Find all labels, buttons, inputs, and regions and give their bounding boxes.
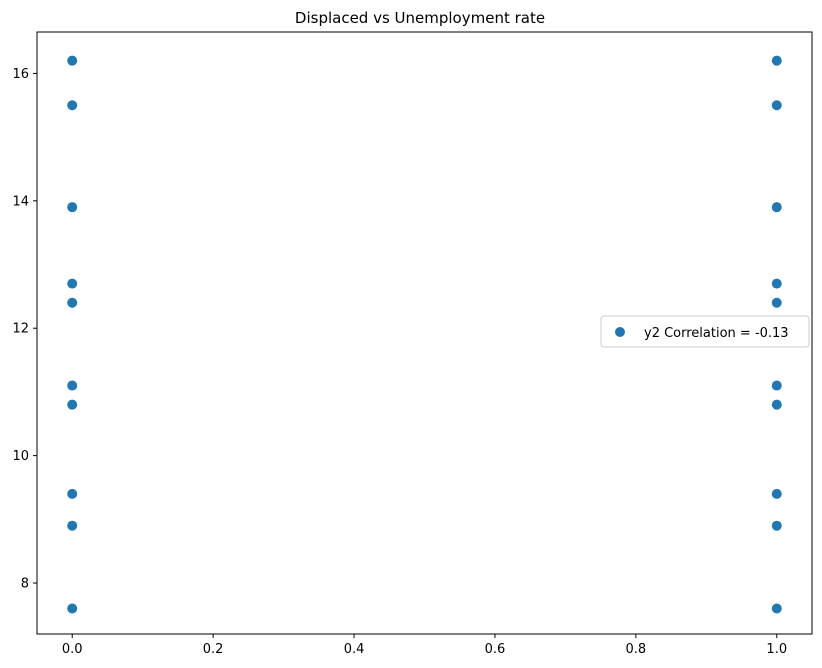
y-tick-label: 16 [12, 67, 29, 82]
data-point [67, 100, 78, 111]
x-axis: 0.0 0.2 0.4 0.6 0.8 1.0 [62, 634, 787, 657]
data-point [771, 488, 782, 499]
x-tick-label: 0.6 [485, 642, 506, 657]
data-point [771, 399, 782, 410]
legend-box [600, 315, 810, 348]
data-point [67, 520, 78, 531]
data-point [771, 520, 782, 531]
data-point [67, 202, 78, 213]
y-tick-label: 8 [21, 577, 29, 592]
data-point [771, 297, 782, 308]
data-point [67, 297, 78, 308]
data-point [67, 380, 78, 391]
data-point [67, 399, 78, 410]
data-points [67, 55, 782, 614]
legend-marker [615, 327, 625, 337]
data-point [771, 55, 782, 66]
y-axis: 8 10 12 14 16 [12, 67, 37, 592]
legend-label: y2 Correlation = -0.13 [644, 326, 789, 341]
data-point [771, 100, 782, 111]
chart-title: Displaced vs Unemployment rate [295, 9, 545, 27]
data-point [67, 603, 78, 614]
x-tick-label: 0.0 [62, 642, 83, 657]
y-tick-label: 14 [12, 194, 29, 209]
y-tick-label: 10 [12, 449, 29, 464]
x-tick-label: 0.2 [203, 642, 224, 657]
data-point [771, 278, 782, 289]
y-tick-label: 12 [12, 322, 29, 337]
data-point [67, 55, 78, 66]
x-tick-label: 1.0 [766, 642, 787, 657]
plot-frame [36, 31, 813, 635]
data-point [67, 488, 78, 499]
x-tick-label: 0.8 [626, 642, 647, 657]
data-point [771, 202, 782, 213]
legend: y2 Correlation = -0.13 [600, 315, 810, 348]
x-tick-label: 0.4 [344, 642, 365, 657]
data-point [771, 380, 782, 391]
data-point [67, 278, 78, 289]
data-point [771, 603, 782, 614]
